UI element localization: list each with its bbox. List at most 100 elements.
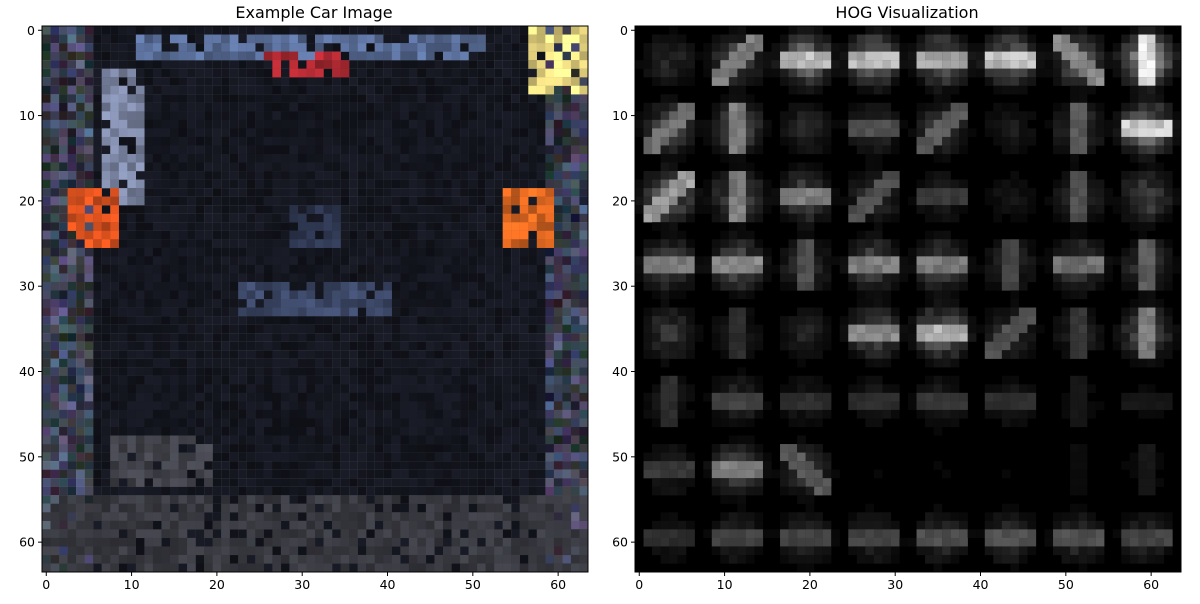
car-pixel bbox=[204, 273, 213, 283]
car-pixel bbox=[332, 324, 341, 334]
car-pixel bbox=[135, 273, 145, 283]
car-pixel bbox=[297, 478, 307, 487]
car-feature-road-band bbox=[340, 495, 350, 504]
car-feature-brake-light-strip bbox=[289, 51, 299, 61]
car-pixel bbox=[485, 153, 495, 163]
car-pixel bbox=[511, 401, 520, 411]
car-pixel bbox=[536, 162, 546, 172]
car-pixel bbox=[204, 384, 213, 394]
car-feature-road-band bbox=[442, 503, 452, 513]
car-pixel bbox=[460, 409, 469, 419]
car-pixel bbox=[374, 520, 384, 530]
car-feature-right-tail-light bbox=[545, 205, 555, 214]
car-pixel bbox=[118, 418, 128, 428]
car-pixel bbox=[195, 324, 205, 334]
car-feature-left-pillar-highlight bbox=[101, 171, 111, 180]
car-pixel bbox=[494, 384, 503, 394]
car-pixel bbox=[366, 264, 375, 274]
car-pixel bbox=[238, 469, 247, 479]
car-pixel bbox=[400, 230, 410, 240]
car-pixel bbox=[408, 153, 418, 163]
car-pixel bbox=[511, 520, 520, 530]
car-feature-road-band bbox=[553, 554, 563, 564]
car-pixel bbox=[425, 256, 435, 266]
car-feature-road-band bbox=[434, 520, 444, 530]
car-pixel bbox=[101, 384, 111, 394]
car-pixel bbox=[255, 358, 264, 368]
car-pixel bbox=[76, 316, 85, 325]
car-pixel bbox=[212, 375, 222, 385]
car-pixel bbox=[434, 136, 444, 146]
car-pixel bbox=[349, 409, 358, 419]
car-pixel bbox=[161, 281, 171, 291]
car-pixel bbox=[528, 264, 537, 274]
car-pixel bbox=[50, 401, 60, 411]
car-feature-road-band bbox=[255, 529, 264, 539]
car-feature-road-band bbox=[562, 529, 572, 539]
car-pixel bbox=[297, 384, 307, 394]
car-pixel bbox=[468, 444, 478, 453]
car-feature-left-pillar-highlight bbox=[127, 77, 137, 86]
car-pixel bbox=[374, 324, 384, 334]
car-pixel bbox=[169, 307, 179, 317]
car-pixel bbox=[195, 196, 205, 206]
car-pixel bbox=[332, 196, 341, 206]
car-pixel bbox=[391, 162, 401, 172]
car-pixel bbox=[229, 418, 239, 428]
car-pixel bbox=[195, 230, 205, 240]
car-feature-left-pillar-highlight bbox=[110, 153, 119, 163]
car-feature-road-band bbox=[460, 537, 469, 547]
car-feature-road-band bbox=[161, 520, 171, 530]
car-pixel bbox=[425, 281, 435, 291]
car-pixel bbox=[400, 179, 410, 189]
car-pixel bbox=[366, 119, 375, 129]
car-pixel bbox=[477, 94, 486, 103]
car-pixel bbox=[349, 375, 358, 385]
car-pixel bbox=[349, 111, 358, 121]
car-pixel bbox=[357, 222, 367, 231]
car-feature-road-band bbox=[161, 503, 171, 513]
car-pixel bbox=[59, 486, 68, 496]
car-pixel bbox=[494, 469, 503, 479]
car-pixel bbox=[169, 77, 179, 86]
car-pixel bbox=[246, 153, 256, 163]
car-pixel bbox=[204, 537, 213, 547]
car-pixel bbox=[451, 290, 461, 300]
car-pixel bbox=[178, 247, 188, 257]
car-feature-left-pillar-highlight bbox=[135, 85, 145, 95]
car-pixel bbox=[229, 495, 239, 504]
car-pixel bbox=[332, 461, 341, 470]
car-pixel bbox=[417, 273, 427, 283]
car-pixel bbox=[579, 358, 588, 368]
car-feature-road-band bbox=[502, 537, 512, 547]
car-pixel bbox=[511, 324, 520, 334]
car-pixel bbox=[135, 384, 145, 394]
car-pixel bbox=[84, 426, 94, 436]
car-pixel bbox=[212, 188, 222, 197]
car-pixel bbox=[297, 435, 307, 445]
car-pixel bbox=[59, 444, 68, 453]
car-pixel bbox=[255, 179, 264, 189]
car-pixel bbox=[468, 128, 478, 138]
car-pixel bbox=[570, 205, 580, 214]
car-pixel bbox=[562, 136, 572, 146]
car-feature-road-band bbox=[425, 503, 435, 513]
car-pixel bbox=[485, 392, 495, 402]
car-pixel bbox=[127, 333, 137, 342]
car-pixel bbox=[76, 367, 85, 376]
car-pixel bbox=[50, 136, 60, 146]
car-feature-road-band bbox=[118, 512, 128, 521]
car-feature-road-band bbox=[161, 495, 171, 504]
car-feature-car-roof-light-streak bbox=[374, 34, 384, 44]
car-pixel bbox=[460, 111, 469, 121]
car-pixel bbox=[442, 512, 452, 521]
car-pixel bbox=[161, 256, 171, 266]
car-pixel bbox=[408, 188, 418, 197]
car-pixel bbox=[178, 426, 188, 436]
car-pixel bbox=[204, 60, 213, 69]
car-pixel bbox=[289, 435, 299, 445]
car-pixel bbox=[238, 222, 247, 231]
car-pixel bbox=[545, 102, 555, 112]
car-pixel bbox=[425, 94, 435, 103]
car-pixel bbox=[400, 145, 410, 155]
